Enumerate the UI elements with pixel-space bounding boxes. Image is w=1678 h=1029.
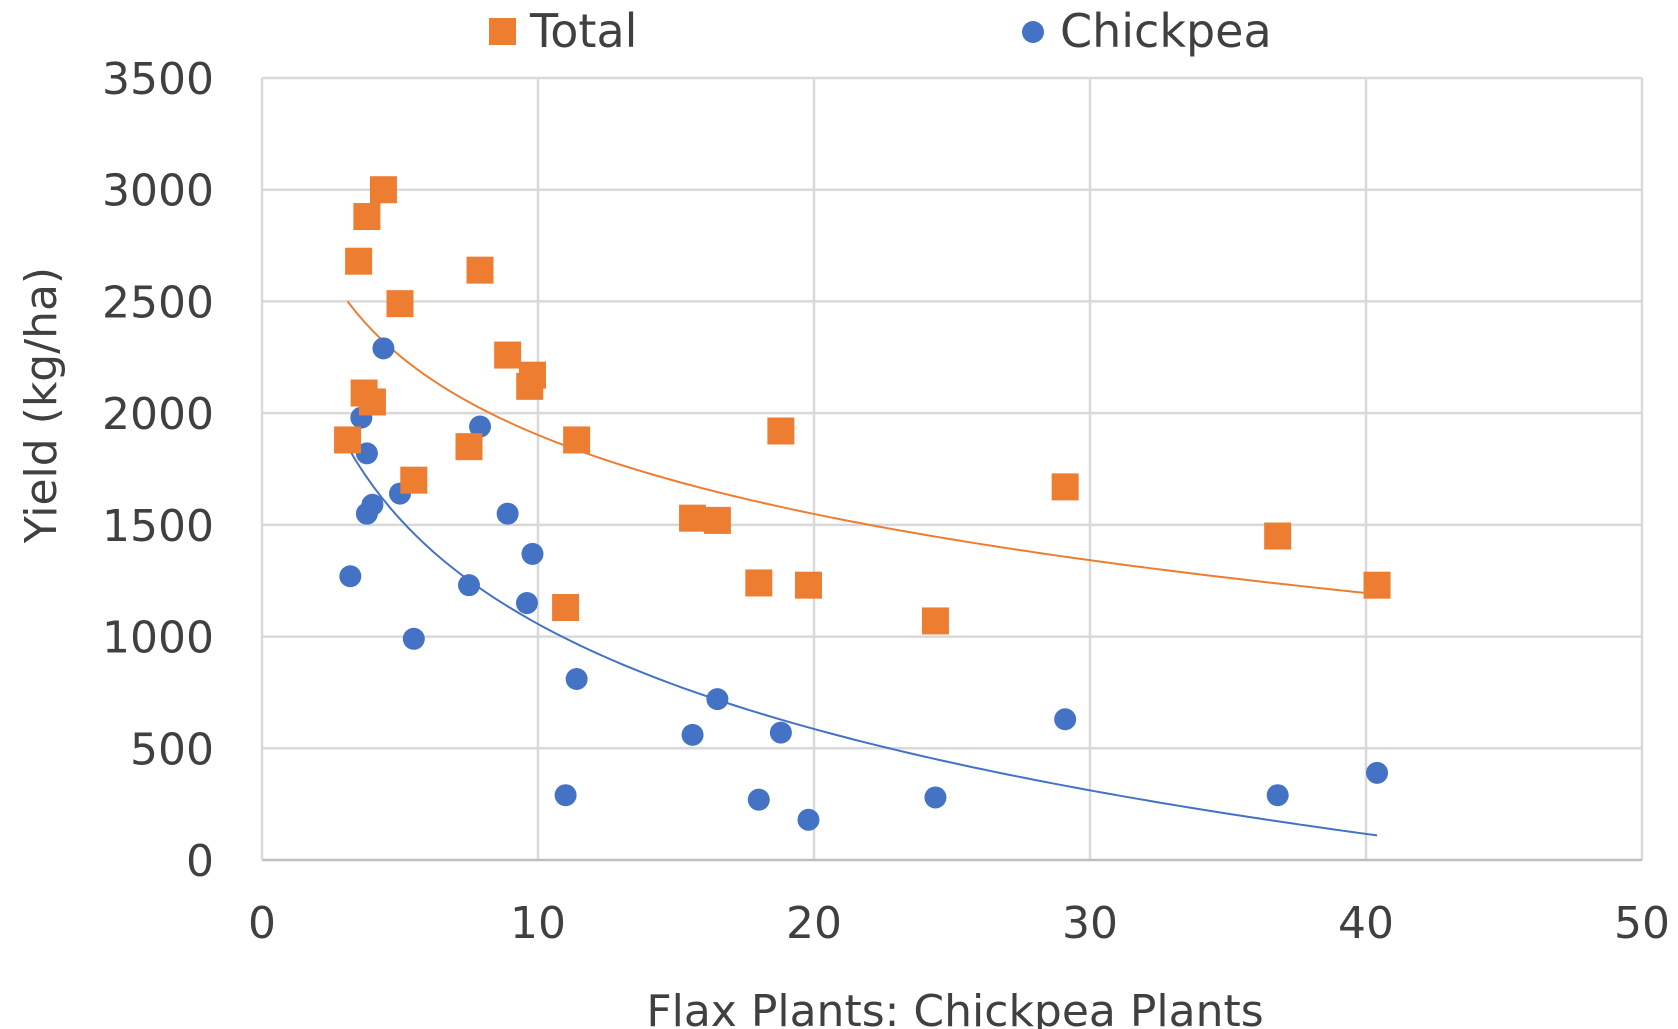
point-chickpea [554, 784, 577, 807]
point-total [1264, 522, 1292, 550]
point-total [369, 176, 397, 204]
point-total [1051, 473, 1079, 501]
trendline-total [346, 300, 1378, 596]
point-total [466, 256, 494, 284]
y-tick-label: 2500 [102, 277, 214, 328]
point-total [1363, 571, 1391, 599]
point-chickpea [681, 723, 704, 746]
point-chickpea [515, 592, 538, 615]
point-chickpea [565, 668, 588, 691]
point-chickpea [1266, 784, 1289, 807]
point-chickpea [521, 542, 544, 565]
legend-label-chickpea: Chickpea [1060, 4, 1272, 58]
point-chickpea [402, 627, 425, 650]
point-total [334, 426, 362, 454]
point-total [767, 417, 795, 445]
point-total [353, 203, 381, 231]
x-axis-title: Flax Plants: Chickpea Plants [646, 986, 1263, 1029]
point-chickpea [361, 493, 384, 516]
point-chickpea [372, 337, 395, 360]
y-tick-label: 1500 [102, 501, 214, 552]
y-tick-label: 1000 [102, 613, 214, 664]
point-chickpea [747, 788, 770, 811]
point-total [358, 388, 386, 416]
x-tick-label: 0 [248, 898, 276, 949]
point-chickpea [706, 688, 729, 711]
x-tick-label: 20 [786, 898, 842, 949]
point-chickpea [1366, 761, 1389, 784]
point-chickpea [458, 574, 480, 597]
point-total [345, 247, 373, 275]
trendlines [346, 300, 1378, 837]
point-total [703, 506, 731, 534]
y-tick-label: 500 [130, 724, 214, 775]
point-chickpea [797, 808, 820, 831]
y-tick-label: 3500 [102, 54, 214, 105]
point-chickpea [355, 442, 378, 465]
point-total [794, 571, 822, 599]
y-axis-title: Yield (kg/ha) [16, 267, 67, 544]
x-tick-label: 40 [1338, 898, 1394, 949]
point-chickpea [924, 786, 947, 809]
y-tick-label: 3000 [102, 166, 214, 217]
point-chickpea [496, 502, 519, 525]
point-total [552, 594, 580, 622]
legend-marker-chickpea [1022, 21, 1044, 43]
point-total [679, 504, 707, 532]
point-total [518, 361, 546, 389]
legend-marker-total [489, 18, 516, 45]
point-chickpea [469, 415, 492, 438]
point-total [455, 433, 483, 461]
x-tick-label: 30 [1062, 898, 1118, 949]
point-total [494, 341, 522, 369]
axes: 0 500 1000 1500 2000 2500 3000 3500 0 10 20 30 40 50 [102, 54, 1670, 949]
y-tick-label: 0 [186, 836, 214, 887]
y-tick-label: 2000 [102, 389, 214, 440]
point-total [386, 290, 414, 318]
point-total [921, 607, 949, 635]
x-tick-label: 10 [510, 898, 566, 949]
data-points [334, 176, 1391, 831]
trendline-chickpea [346, 446, 1378, 837]
point-chickpea [339, 565, 362, 588]
legend-label-total: Total [529, 4, 637, 58]
point-total [563, 426, 591, 454]
x-tick-label: 50 [1614, 898, 1670, 949]
point-total [400, 466, 428, 494]
point-chickpea [769, 721, 792, 744]
legend: Total Chickpea [489, 4, 1272, 58]
point-total [745, 569, 773, 597]
point-chickpea [1054, 708, 1077, 731]
